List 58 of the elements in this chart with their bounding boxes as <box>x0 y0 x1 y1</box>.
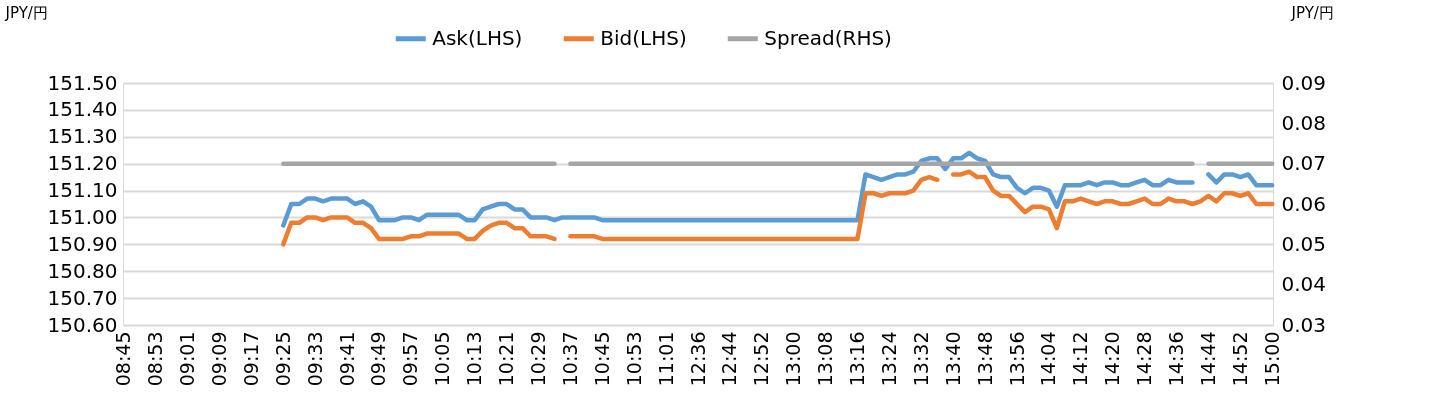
x-tick-label: 14:44 <box>1196 331 1219 387</box>
y-tick-label: 151.50 <box>47 70 118 95</box>
legend-label: Spread(RHS) <box>764 25 892 50</box>
y2-axis-title: JPY/円 <box>1290 3 1334 22</box>
y-tick-label: 151.20 <box>47 151 118 176</box>
x-tick-label: 10:53 <box>622 331 645 387</box>
x-tick-label: 13:56 <box>1005 331 1028 387</box>
x-tick-label: 09:49 <box>367 331 390 387</box>
y2-tick-label: 0.08 <box>1281 110 1327 135</box>
x-tick-label: 09:17 <box>239 331 262 387</box>
x-tick-label: 14:52 <box>1228 331 1251 387</box>
y2-tick-label: 0.03 <box>1281 312 1327 337</box>
x-tick-label: 10:37 <box>558 331 581 387</box>
x-tick-label: 09:33 <box>303 331 326 387</box>
x-tick-label: 13:32 <box>909 331 932 387</box>
x-tick-label: 09:01 <box>176 331 199 387</box>
y2-tick-label: 0.06 <box>1281 191 1327 216</box>
x-tick-label: 11:01 <box>654 331 677 387</box>
y2-tick-label: 0.05 <box>1281 231 1327 256</box>
x-tick-label: 08:53 <box>144 331 167 387</box>
y2-tick-label: 0.07 <box>1281 151 1327 176</box>
x-tick-label: 09:57 <box>399 331 422 387</box>
x-tick-label: 10:21 <box>495 331 518 387</box>
y-tick-label: 151.40 <box>47 97 118 122</box>
y-axis-title: JPY/円 <box>4 3 48 22</box>
x-tick-label: 13:08 <box>814 331 837 387</box>
y-tick-label: 151.10 <box>47 178 118 203</box>
x-tick-label: 09:25 <box>271 331 294 387</box>
y-tick-label: 150.70 <box>47 285 118 310</box>
x-tick-label: 13:40 <box>941 331 964 387</box>
x-tick-label: 09:09 <box>208 331 230 387</box>
y2-tick-label: 0.04 <box>1281 272 1327 297</box>
y-tick-label: 151.00 <box>47 204 118 229</box>
x-tick-label: 14:28 <box>1133 331 1156 387</box>
x-tick-label: 14:20 <box>1101 331 1124 387</box>
y-tick-label: 151.30 <box>47 124 118 149</box>
x-tick-label: 08:45 <box>112 331 135 387</box>
x-tick-label: 10:45 <box>590 331 613 387</box>
legend-label: Bid(LHS) <box>600 25 687 50</box>
x-tick-label: 09:41 <box>335 331 358 387</box>
x-tick-label: 12:36 <box>686 331 709 387</box>
x-tick-label: 15:00 <box>1260 331 1283 387</box>
x-tick-label: 10:05 <box>431 331 454 387</box>
x-tick-label: 10:13 <box>463 331 486 387</box>
y-tick-label: 150.90 <box>47 231 118 256</box>
x-tick-label: 13:16 <box>846 331 868 387</box>
y2-tick-label: 0.09 <box>1281 70 1327 95</box>
x-tick-label: 14:12 <box>1069 331 1092 387</box>
x-tick-label: 10:29 <box>527 331 549 387</box>
x-tick-label: 13:48 <box>973 331 996 387</box>
x-tick-label: 13:00 <box>782 331 805 387</box>
x-tick-label: 12:52 <box>750 331 773 387</box>
y-tick-label: 150.80 <box>47 258 118 283</box>
x-tick-label: 12:44 <box>718 331 741 387</box>
x-tick-label: 14:36 <box>1165 331 1187 387</box>
x-tick-label: 14:04 <box>1037 331 1060 387</box>
legend-label: Ask(LHS) <box>432 25 523 50</box>
x-tick-label: 13:24 <box>877 331 900 387</box>
